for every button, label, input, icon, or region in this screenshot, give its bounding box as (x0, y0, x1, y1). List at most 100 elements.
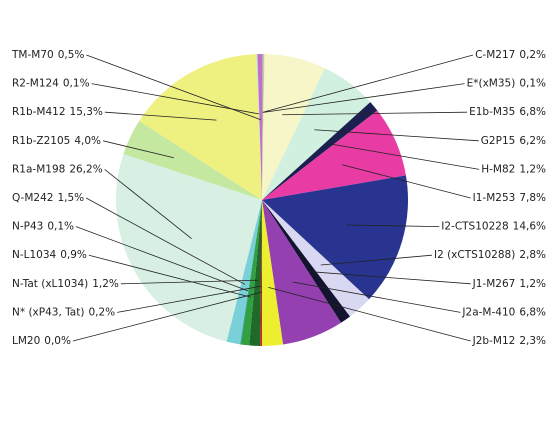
slice-value: 1,2% (92, 278, 119, 290)
slice-value: 0,0% (44, 335, 71, 347)
slice-value: 0,1% (519, 78, 546, 90)
leader-line (85, 197, 246, 285)
pie-slice (262, 200, 342, 345)
slice-label: R1b-M412 15,3% (12, 106, 103, 118)
slice-value: 0,1% (63, 78, 90, 90)
slice-name: R1b-M412 (12, 106, 66, 118)
pie-slice (262, 200, 351, 323)
slice-label: I2 (xCTS10288) 2,8% (434, 249, 546, 261)
pie-slice (262, 54, 265, 200)
slice-label: J2a-M-410 6,8% (461, 306, 546, 318)
leader-line (104, 111, 217, 121)
slice-name: R2-M124 (12, 78, 59, 90)
slice-value: 0,2% (88, 306, 115, 318)
slice-value: 26,2% (69, 163, 102, 175)
slice-value: 1,5% (57, 192, 84, 204)
slice-value: 14,6% (513, 221, 546, 233)
pie-slice (262, 175, 408, 300)
leader-line (312, 271, 471, 285)
slice-label: N-L1034 0,9% (12, 249, 87, 261)
slice-name: N-P43 (12, 221, 43, 233)
slice-value: 6,2% (519, 135, 546, 147)
slice-label: C-M217 0,2% (475, 49, 546, 61)
pie-slice (226, 200, 262, 345)
leader-line (102, 140, 174, 159)
slice-label: N* (xP43, Tat) 0,2% (12, 306, 115, 318)
pie-slice (262, 110, 406, 200)
pie-slice (262, 200, 370, 317)
leader-line (329, 143, 480, 170)
pie-slice (240, 200, 262, 346)
slice-name: I2 (xCTS10288) (434, 249, 515, 261)
slice-name: TM-M70 (11, 49, 54, 61)
slice-value: 6,8% (519, 106, 546, 118)
pie-slice (115, 154, 262, 342)
slice-name: E*(xM35) (467, 78, 516, 90)
slice-label: N-Tat (xL1034) 1,2% (12, 278, 119, 290)
slice-label: R2-M124 0,1% (12, 78, 90, 90)
slice-name: N-Tat (xL1034) (12, 278, 88, 290)
slice-value: 6,8% (519, 306, 546, 318)
slice-value: 0,9% (60, 249, 87, 261)
leader-line (104, 169, 192, 239)
leader-line (86, 54, 261, 121)
slice-name: H-M82 (481, 163, 515, 175)
slice-label: G2P15 6,2% (481, 135, 546, 147)
slice-value: 2,3% (519, 335, 546, 347)
slice-label: I2-CTS10228 14,6% (441, 221, 546, 233)
leader-line (292, 281, 461, 313)
leader-line (282, 111, 468, 116)
leader-line (314, 129, 479, 142)
slice-name: C-M217 (475, 49, 515, 61)
slice-value: 1,2% (519, 278, 546, 290)
leader-line (342, 164, 471, 199)
slice-value: 0,2% (519, 49, 546, 61)
leader-line (117, 285, 262, 313)
slice-value: 1,2% (519, 163, 546, 175)
leader-line (320, 254, 433, 266)
leader-line (75, 226, 249, 292)
slice-label: H-M82 1,2% (481, 163, 546, 175)
slice-name: R1b-Z2105 (12, 135, 70, 147)
leader-line (262, 54, 474, 113)
slice-label: E*(xM35) 0,1% (467, 78, 546, 90)
slice-name: Q-M242 (12, 192, 53, 204)
pie-slice (257, 54, 262, 200)
pie-slice (123, 120, 262, 200)
pie-slice (260, 200, 262, 346)
pie-slice (262, 54, 264, 200)
slice-name: J1-M267 (472, 278, 516, 290)
slice-label: J2b-M12 2,3% (472, 335, 546, 347)
pie-slice (256, 54, 262, 201)
pie-slice (249, 200, 262, 346)
slice-label: I1-M253 7,8% (473, 192, 546, 204)
pie-slice (262, 102, 378, 200)
pie-slice (240, 200, 262, 345)
slice-name: R1a-M198 (12, 163, 65, 175)
slice-name: N-L1034 (12, 249, 57, 261)
slice-name: J2b-M12 (472, 335, 516, 347)
pie-slice (262, 54, 325, 200)
slice-label: E1b-M35 6,8% (469, 106, 546, 118)
leader-line (345, 224, 440, 227)
slice-value: 4,0% (74, 135, 101, 147)
slice-name: LM20 (12, 335, 40, 347)
leader-line (88, 254, 251, 298)
slice-value: 0,1% (47, 221, 74, 233)
slice-label: R1b-Z2105 4,0% (12, 135, 101, 147)
slice-label: TM-M70 0,5% (11, 49, 84, 61)
leader-line (72, 291, 263, 342)
slice-name: G2P15 (481, 135, 516, 147)
slice-value: 15,3% (70, 106, 103, 118)
slice-label: N-P43 0,1% (12, 221, 74, 233)
slice-value: 7,8% (519, 192, 546, 204)
slice-value: 2,8% (519, 249, 546, 261)
slice-name: J2a-M-410 (461, 306, 515, 318)
slice-label: R1a-M198 26,2% (12, 163, 103, 175)
slice-name: I2-CTS10228 (441, 221, 508, 233)
slice-name: N* (xP43, Tat) (12, 306, 84, 318)
leader-line (263, 83, 465, 113)
slice-name: E1b-M35 (469, 106, 515, 118)
pie-slice (262, 200, 284, 346)
